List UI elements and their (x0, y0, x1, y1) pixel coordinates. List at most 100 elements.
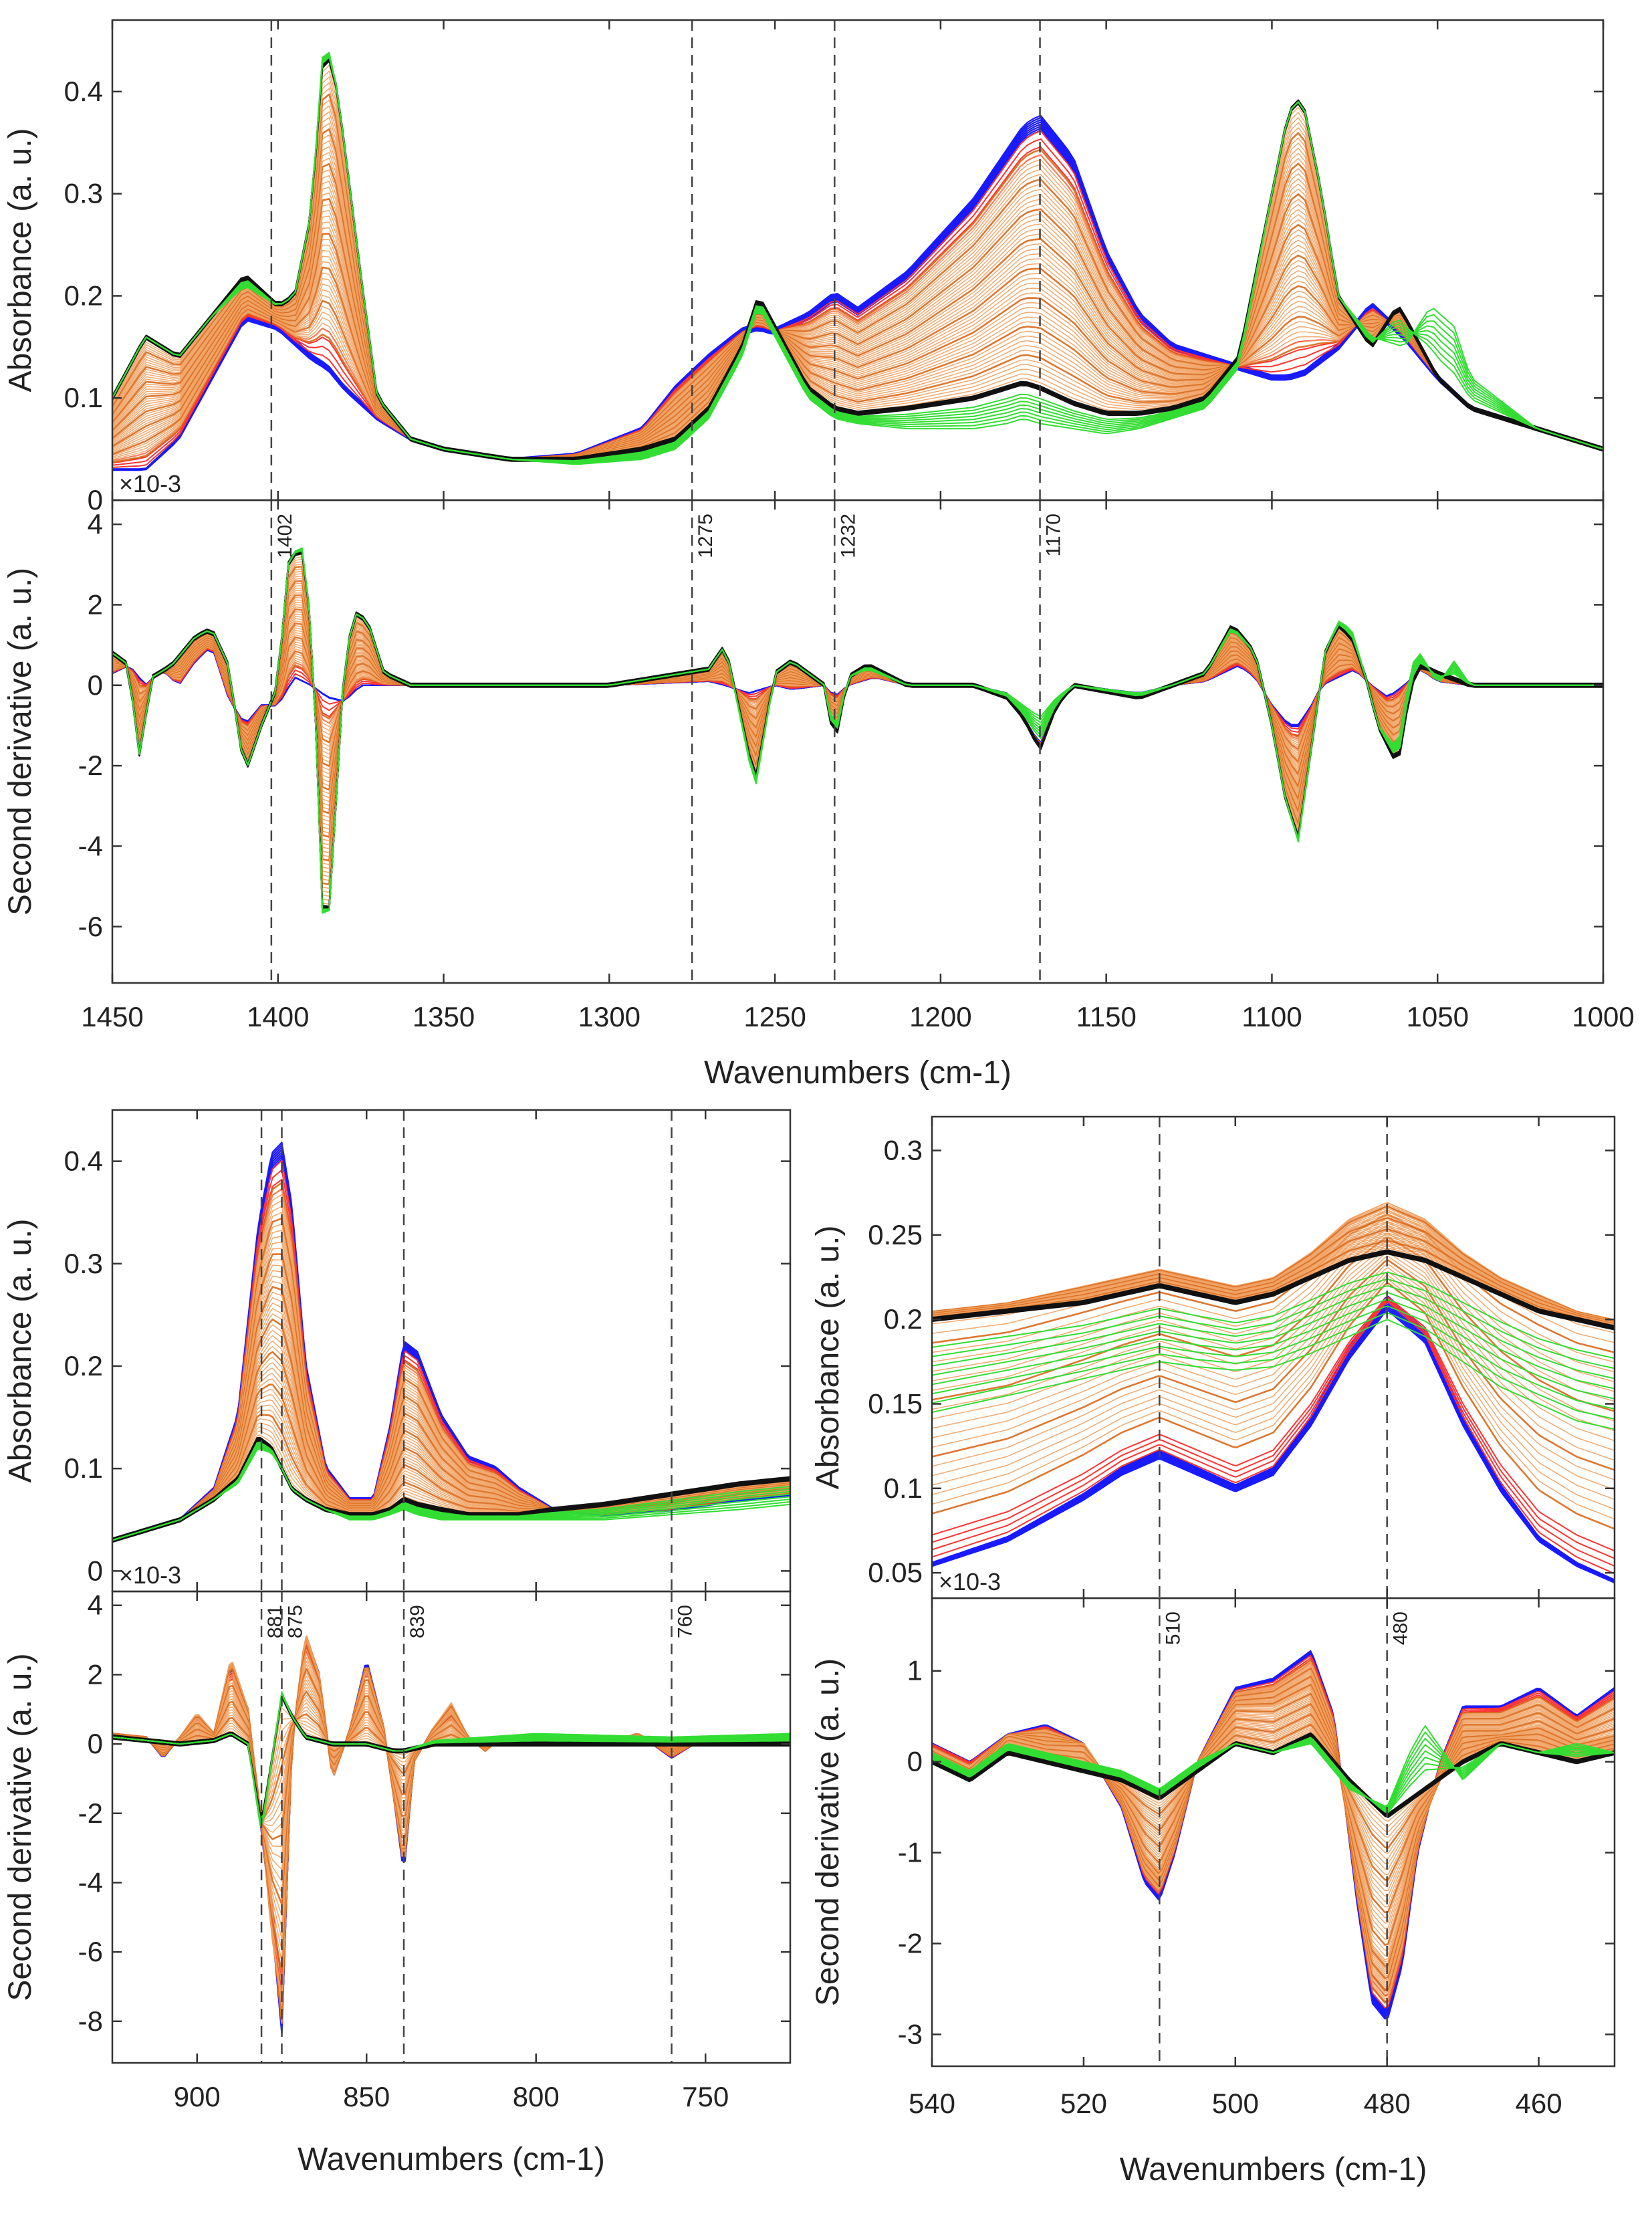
trace-blue (112, 1639, 790, 2027)
trace-orange (932, 1206, 1615, 1333)
trace-orange (932, 1662, 1615, 1999)
x-tick-label: 1000 (1572, 1001, 1634, 1032)
trace-orange (932, 1659, 1615, 2004)
trace-orange (112, 1645, 790, 1975)
y-tick-label: -2 (78, 1797, 103, 1829)
y-tick-label: 0.25 (868, 1219, 923, 1250)
trace-orange (932, 1685, 1615, 1965)
trace-green (932, 1285, 1615, 1379)
trace-orange (932, 1673, 1615, 1983)
trace-group (112, 1635, 790, 2035)
marker-label-839: 839 (406, 1605, 429, 1638)
trace-green (932, 1305, 1615, 1410)
trace-orange (112, 1637, 790, 2021)
trace-green (112, 547, 1603, 914)
marker-label-1170: 1170 (1043, 514, 1065, 557)
marker-label-480: 480 (1390, 1612, 1412, 1645)
trace-orange (932, 1664, 1615, 1997)
trace-black (932, 1249, 1615, 1327)
trace-orange (112, 1656, 790, 1940)
trace-blue (112, 1638, 790, 2030)
trace-red (932, 1657, 1615, 2003)
x-tick-label: 1350 (412, 1001, 475, 1032)
trace-blue (112, 1636, 790, 2035)
trace-green (932, 1271, 1615, 1359)
y-scale-label: ×10-3 (119, 470, 181, 497)
trace-red (932, 1298, 1615, 1559)
x-axis-title: Wavenumbers (cm-1) (704, 1055, 1012, 1091)
y-tick-label: 2 (88, 1658, 103, 1690)
y-tick-label: 0.3 (64, 1248, 103, 1279)
trace-orange (112, 1636, 790, 2009)
y-tick-label: 0.4 (64, 1145, 103, 1177)
x-tick-label: 800 (513, 2081, 560, 2112)
panel-0: 0 0.1 0.2 0.3 0.4 Absorbance (a. u.) (3, 1109, 792, 1593)
y-tick-label: -3 (898, 2018, 923, 2050)
trace-green (932, 1299, 1615, 1400)
x-tick-label: 900 (174, 2081, 221, 2112)
trace-blue (112, 1640, 790, 2023)
trace-orange (112, 1641, 790, 1986)
trace-orange (932, 1678, 1615, 1975)
trace-orange (112, 1638, 790, 2022)
trace-blue (112, 1636, 790, 2033)
trace-orange (932, 1681, 1615, 1971)
trace-orange (112, 1636, 790, 2007)
y-tick-label: -1 (898, 1837, 923, 1868)
x-tick-label: 460 (1516, 2088, 1562, 2119)
trace-blue (932, 1650, 1615, 2020)
x-tick-label: 520 (1060, 2088, 1107, 2119)
y-axis-title: Second derivative (a. u.) (3, 1653, 38, 2001)
trace-orange (932, 1684, 1615, 1967)
y-axis-title: Absorbance (a. u.) (3, 1219, 38, 1483)
trace-red (112, 1647, 790, 1999)
trace-blue (112, 1638, 790, 2028)
trace-orange (112, 1635, 790, 2008)
x-tick-label: 1200 (909, 1001, 971, 1032)
x-tick-label: 1450 (81, 1001, 143, 1032)
y-tick-label: 0.15 (868, 1388, 923, 1419)
trace-group (112, 51, 1603, 471)
y-tick-label: 0.2 (64, 1350, 103, 1381)
y-tick-label: -2 (898, 1928, 923, 1959)
trace-red (112, 1641, 790, 2019)
panel-0: 0 0.1 0.2 0.3 0.4 Absorbance (a. u.) (3, 19, 1605, 516)
y-tick-label: 0.2 (64, 280, 103, 311)
trace-orange (112, 1638, 790, 2023)
trace-red (112, 1644, 790, 2009)
trace-orange (932, 1259, 1615, 1471)
trace-orange (932, 1670, 1615, 1987)
trace-orange (932, 1688, 1615, 1961)
y-scale-label: ×10-3 (119, 1561, 181, 1589)
y-tick-label: 0.3 (64, 178, 103, 209)
trace-blue (112, 1637, 790, 2031)
y-tick-label: 0 (88, 484, 103, 516)
trace-orange (932, 1680, 1615, 1973)
y-tick-label: 0.3 (884, 1135, 923, 1166)
trace-blue (112, 1640, 790, 2025)
y-tick-label: -4 (78, 830, 103, 861)
trace-orange (112, 1653, 790, 1951)
trace-group (932, 1202, 1615, 1584)
panel-0: 0.05 0.1 0.15 0.2 0.25 0.3 Absorbance (a. u.) (810, 1115, 1616, 1599)
trace-group (932, 1650, 1615, 2020)
marker-label-510: 510 (1162, 1612, 1184, 1645)
y-tick-label: 0 (88, 669, 103, 701)
trace-red (932, 1301, 1615, 1575)
x-tick-label: 1150 (1076, 1001, 1137, 1032)
x-tick-label: 540 (909, 2088, 955, 2119)
trace-orange (112, 1638, 790, 1997)
trace-green (112, 1448, 790, 1541)
x-tick-label: 480 (1364, 2088, 1411, 2119)
trace-orange (112, 1637, 790, 2019)
trace-black (112, 1436, 790, 1539)
y-tick-label: 0 (88, 1728, 103, 1759)
trace-orange (932, 1676, 1615, 1979)
y-tick-label: 0.1 (64, 1452, 103, 1484)
trace-orange (112, 1637, 790, 2018)
x-tick-label: 1050 (1407, 1001, 1469, 1032)
trace-blue (112, 1153, 790, 1541)
trace-orange (932, 1677, 1615, 1977)
trace-orange (112, 1636, 790, 2012)
y-tick-label: 0 (88, 1555, 103, 1586)
